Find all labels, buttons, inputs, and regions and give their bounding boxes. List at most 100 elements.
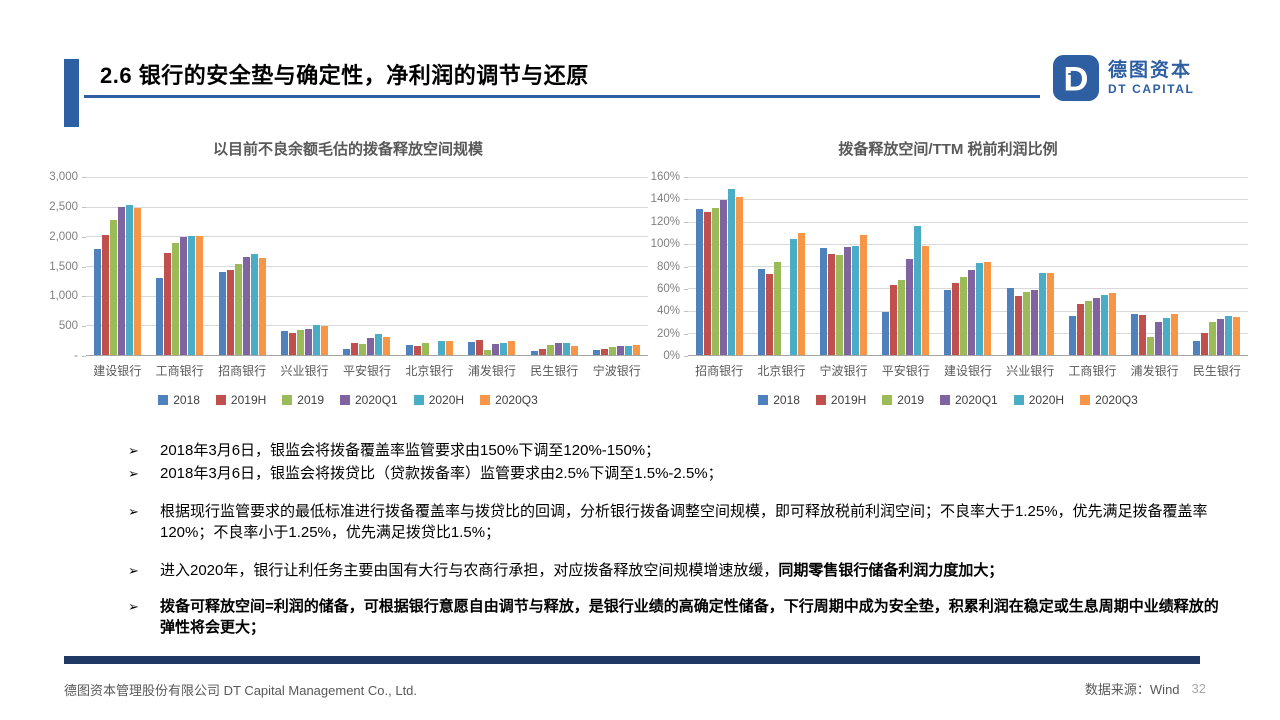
bar-2020Q3-北京银行 — [797, 232, 805, 355]
y-tick-mark — [82, 177, 86, 178]
y-tick-label: 100% — [650, 238, 680, 251]
y-tick-label: 120% — [650, 215, 680, 228]
y-tick-mark — [684, 311, 688, 313]
x-label: 兴业银行 — [280, 364, 329, 378]
legend-label: 2020Q3 — [495, 393, 538, 407]
bar-2020H-民生银行 — [562, 343, 570, 355]
chart-legend: 2018 2019H 2019 2020Q1 2020H 2020Q3 — [48, 393, 648, 407]
plot-area — [86, 177, 648, 356]
y-tick-mark — [684, 288, 688, 290]
legend-item-2020Q1: 2020Q1 — [340, 393, 398, 407]
bar-2018-工商银行 — [1068, 316, 1076, 355]
bar-2019H-北京银行 — [765, 273, 773, 355]
gridline — [86, 206, 648, 208]
chart-title: 以目前不良余额毛估的拨备释放空间规模 — [212, 141, 483, 158]
bar-2020H-浦发银行 — [500, 343, 508, 355]
bar-2020H-兴业银行 — [313, 325, 321, 355]
bullet-marker-icon: ➢ — [128, 599, 139, 614]
bullet-item: ➢ 进入2020年，银行让利任务主要由国有大行与农商行承担，对应拨备释放空间规模增… — [128, 560, 1220, 581]
bar-2019-宁波银行 — [609, 347, 617, 355]
provision-release-scale-chart: 以目前不良余额毛估的拨备释放空间规模 3,000 2,500 2,000 1,500 1… — [48, 138, 648, 407]
gridline — [86, 295, 648, 297]
legend-swatch — [413, 395, 424, 405]
bar-2019-建设银行 — [960, 277, 968, 355]
legend-label: 2018 — [173, 393, 200, 407]
bar-2020Q3-北京银行 — [445, 340, 453, 355]
bar-2019H-建设银行 — [952, 282, 960, 355]
bar-2020H-浦发银行 — [1163, 318, 1171, 355]
y-tick-label: 40% — [656, 305, 680, 318]
y-tick-label: 3,000 — [49, 171, 78, 183]
bar-2019H-宁波银行 — [828, 253, 836, 355]
gridline — [688, 177, 1248, 178]
bar-2020Q1-民生银行 — [554, 343, 562, 355]
logo-name-cn: 德图资本 — [1108, 59, 1193, 81]
bar-group-平安银行 — [336, 177, 398, 355]
gridline — [688, 199, 1248, 201]
bar-2020Q3-民生银行 — [1233, 317, 1241, 355]
y-axis: 3,000 2,500 2,000 1,500 1,000 500 - — [48, 171, 86, 362]
bar-group-平安银行 — [875, 177, 937, 355]
y-axis: 160% 140% 120% 100% 80% 60% 40% 20% 0% — [648, 171, 688, 362]
bar-groups — [86, 177, 648, 355]
y-tick-label: 20% — [656, 327, 680, 340]
bar-2019-工商银行 — [172, 243, 180, 355]
bar-2018-兴业银行 — [1006, 288, 1014, 355]
bar-2020H-北京银行 — [437, 340, 445, 355]
legend-swatch — [1080, 395, 1091, 405]
bullet-item: ➢ 根据现行监管要求的最低标准进行拨备覆盖率与拨贷比的回调，分析银行拨备调整空间规… — [128, 501, 1220, 543]
x-label: 工商银行 — [155, 364, 204, 378]
dt-capital-logo: D T 德图资本 DT CAPITAL — [1053, 55, 1194, 101]
bar-group-工商银行 — [148, 177, 210, 355]
gridline — [86, 325, 648, 327]
x-label: 民生银行 — [530, 364, 579, 378]
logo-name-en: DT CAPITAL — [1108, 81, 1195, 96]
bar-2020Q1-兴业银行 — [305, 328, 313, 355]
legend-item-2020Q1: 2020Q1 — [940, 393, 998, 407]
provision-ratio-chart: 拨备释放空间/TTM 税前利润比例 160% 140% 120% 100% 80% 60%… — [648, 138, 1248, 407]
svg-text:T: T — [1068, 71, 1078, 89]
bar-2020H-建设银行 — [125, 204, 133, 355]
bar-2019-北京银行 — [421, 343, 429, 355]
bullet-text: 根据现行监管要求的最低标准进行拨备覆盖率与拨贷比的回调，分析银行拨备调整空间规模… — [160, 501, 1220, 543]
y-tick-mark — [82, 356, 86, 357]
bar-2018-平安银行 — [343, 349, 351, 355]
y-tick-label: 2,500 — [49, 200, 78, 213]
legend-label: 2020Q1 — [955, 393, 998, 407]
bar-2020Q3-平安银行 — [922, 245, 930, 355]
legend-swatch — [758, 395, 769, 405]
legend-label: 2020H — [1028, 393, 1065, 407]
bar-2019H-民生银行 — [1201, 332, 1209, 355]
bar-2020H-宁波银行 — [852, 245, 860, 355]
bar-2019H-招商银行 — [226, 270, 234, 355]
legend-label: 2020Q3 — [1095, 393, 1138, 407]
bar-2019-招商银行 — [711, 208, 719, 355]
legend-swatch — [940, 395, 950, 405]
bullet-text: 进入2020年，银行让利任务主要由国有大行与农商行承担，对应拨备释放空间规模增速… — [160, 560, 1220, 581]
y-tick-mark — [684, 221, 688, 223]
bar-2019H-平安银行 — [351, 342, 359, 355]
bar-2020Q1-宁波银行 — [844, 247, 852, 355]
legend-swatch — [215, 395, 226, 405]
legend-swatch — [340, 395, 350, 405]
bar-2019-民生银行 — [1209, 321, 1217, 355]
title-accent-bar — [64, 59, 79, 127]
x-label: 工商银行 — [1068, 364, 1117, 378]
legend-item-2020Q3: 2020Q3 — [1080, 393, 1138, 407]
dt-logo-mark-icon: D T — [1053, 55, 1099, 101]
bullet-text: 拨备可释放空间=利润的储备，可根据银行意愿自由调节与释放，是银行业绩的高确定性储… — [160, 596, 1220, 638]
bar-2020Q1-宁波银行 — [617, 345, 625, 355]
bar-2018-兴业银行 — [281, 331, 289, 355]
bar-group-民生银行 — [523, 177, 585, 355]
y-tick-label: 1,500 — [49, 260, 78, 273]
legend-swatch — [158, 395, 169, 405]
bullet-text-segment: 根据现行监管要求的最低标准进行拨备覆盖率与拨贷比的回调，分析银行拨备调整空间规模… — [160, 503, 1208, 541]
bar-group-兴业银行 — [999, 177, 1061, 355]
legend-label: 2019H — [230, 393, 267, 407]
bar-2020H-民生银行 — [1225, 316, 1233, 355]
gridline — [688, 266, 1248, 267]
legend-item-2019: 2019 — [282, 393, 324, 407]
bar-group-招商银行 — [688, 177, 750, 355]
gridline — [688, 332, 1248, 334]
bar-2019-招商银行 — [234, 263, 242, 355]
